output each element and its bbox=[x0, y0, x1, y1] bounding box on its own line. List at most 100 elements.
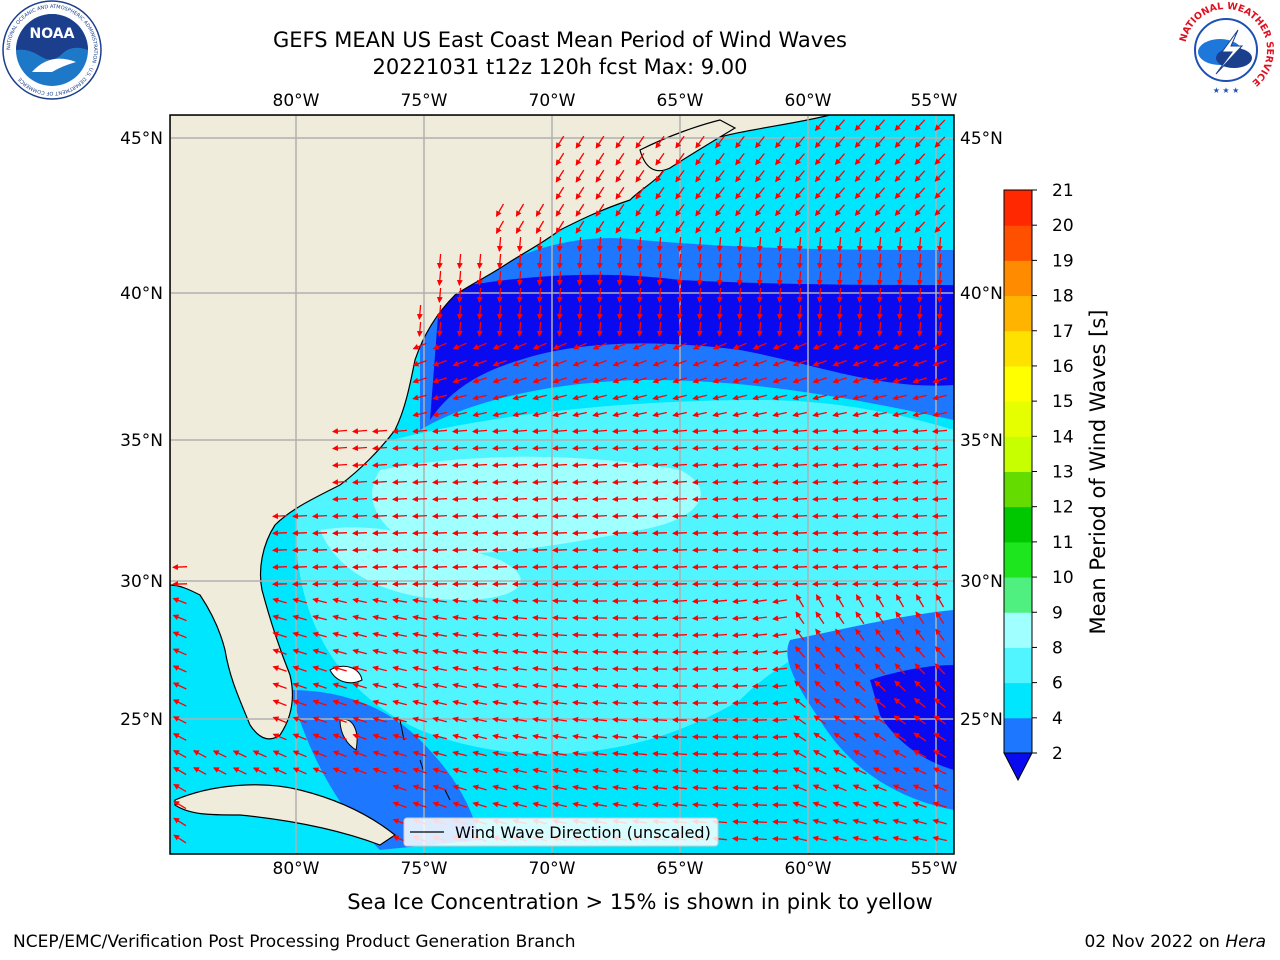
wave-direction-arrow bbox=[856, 270, 863, 286]
wave-direction-arrow bbox=[655, 186, 665, 200]
wave-direction-arrow bbox=[834, 680, 846, 692]
wave-direction-arrow bbox=[913, 732, 927, 742]
wave-direction-arrow bbox=[552, 750, 568, 757]
wave-direction-arrow bbox=[893, 732, 907, 742]
wave-direction-arrow bbox=[472, 547, 488, 554]
wave-direction-arrow bbox=[432, 547, 448, 554]
wave-direction-arrow bbox=[915, 611, 925, 625]
wave-direction-arrow bbox=[894, 187, 906, 199]
wave-direction-arrow bbox=[712, 801, 728, 808]
wave-direction-arrow bbox=[916, 253, 923, 269]
wave-direction-arrow bbox=[452, 513, 468, 520]
wave-direction-arrow bbox=[833, 697, 846, 708]
wave-direction-arrow bbox=[652, 716, 668, 723]
wave-direction-arrow bbox=[696, 253, 703, 269]
wave-direction-arrow bbox=[412, 784, 427, 791]
wave-direction-arrow bbox=[852, 428, 868, 435]
wave-direction-arrow bbox=[615, 152, 625, 166]
wave-direction-arrow bbox=[715, 170, 725, 183]
wave-direction-arrow bbox=[652, 342, 667, 350]
wave-direction-arrow bbox=[872, 801, 887, 808]
wave-direction-arrow bbox=[592, 462, 608, 469]
wave-direction-arrow bbox=[332, 682, 347, 689]
wave-direction-arrow bbox=[596, 253, 603, 269]
wave-direction-arrow bbox=[432, 614, 448, 621]
wave-direction-arrow bbox=[172, 665, 187, 673]
wave-direction-arrow bbox=[572, 342, 587, 350]
lat-label-left: 25°N bbox=[120, 710, 163, 730]
wave-direction-arrow bbox=[756, 253, 763, 269]
wave-direction-arrow bbox=[932, 784, 947, 792]
wave-direction-arrow bbox=[875, 594, 885, 608]
wave-direction-arrow bbox=[692, 615, 708, 622]
wave-direction-arrow bbox=[172, 631, 187, 639]
wave-direction-arrow bbox=[832, 394, 847, 401]
wave-direction-arrow bbox=[472, 682, 488, 689]
wave-direction-arrow bbox=[832, 818, 847, 825]
wave-direction-arrow bbox=[796, 253, 803, 269]
wave-direction-arrow bbox=[912, 513, 928, 520]
wave-direction-arrow bbox=[852, 394, 867, 401]
wave-direction-arrow bbox=[612, 733, 628, 740]
wave-direction-arrow bbox=[412, 564, 428, 571]
map-frame bbox=[169, 114, 955, 855]
wave-direction-arrow bbox=[552, 377, 567, 384]
wave-direction-arrow bbox=[616, 270, 623, 286]
wave-direction-arrow bbox=[772, 683, 788, 690]
wave-direction-arrow bbox=[572, 428, 588, 435]
wave-direction-arrow bbox=[812, 547, 828, 554]
wave-direction-arrow bbox=[572, 665, 588, 672]
wave-direction-arrow bbox=[736, 321, 743, 337]
wave-direction-arrow bbox=[572, 750, 588, 757]
wave-direction-arrow bbox=[816, 236, 823, 252]
wave-direction-arrow bbox=[496, 321, 503, 337]
wave-direction-arrow bbox=[675, 220, 685, 234]
wave-direction-arrow bbox=[712, 767, 728, 774]
colorbar-tick-label: 2 bbox=[1052, 744, 1063, 764]
wave-direction-arrow bbox=[572, 648, 588, 655]
wave-direction-arrow bbox=[892, 547, 908, 554]
wave-direction-arrow bbox=[874, 187, 886, 200]
wave-direction-arrow bbox=[732, 479, 748, 486]
wave-direction-arrow bbox=[892, 479, 908, 486]
wave-direction-arrow bbox=[692, 632, 708, 639]
wave-direction-arrow bbox=[372, 614, 387, 621]
wave-direction-arrow bbox=[552, 394, 567, 401]
wave-direction-arrow bbox=[592, 682, 608, 689]
wave-direction-arrow bbox=[815, 628, 825, 641]
wave-direction-arrow bbox=[772, 598, 788, 605]
wave-direction-arrow bbox=[432, 411, 447, 418]
wave-direction-arrow bbox=[352, 564, 368, 571]
wave-direction-arrow bbox=[932, 479, 948, 486]
wave-direction-arrow bbox=[692, 479, 708, 486]
colorbar-segment bbox=[1004, 612, 1032, 648]
wave-direction-arrow bbox=[352, 682, 367, 689]
wave-direction-arrow bbox=[452, 614, 467, 621]
wave-direction-arrow bbox=[854, 119, 866, 132]
wave-direction-arrow bbox=[934, 153, 946, 165]
wave-direction-arrow bbox=[732, 411, 747, 418]
wave-direction-arrow bbox=[715, 136, 725, 149]
wave-direction-arrow bbox=[772, 564, 788, 571]
wave-direction-arrow bbox=[752, 564, 768, 571]
wave-direction-arrow bbox=[932, 767, 947, 775]
wave-direction-arrow bbox=[772, 479, 788, 486]
wave-direction-arrow bbox=[775, 136, 785, 149]
wave-direction-arrow bbox=[432, 359, 447, 367]
wave-direction-arrow bbox=[676, 321, 683, 337]
wave-direction-arrow bbox=[632, 716, 648, 723]
wave-direction-arrow bbox=[652, 513, 668, 520]
wave-direction-arrow bbox=[492, 564, 508, 571]
wave-direction-arrow bbox=[632, 342, 647, 350]
wave-direction-arrow bbox=[452, 445, 468, 452]
wave-direction-arrow bbox=[332, 716, 347, 723]
wave-direction-arrow bbox=[812, 462, 828, 469]
wave-direction-arrow bbox=[552, 547, 568, 554]
wave-direction-arrow bbox=[852, 359, 867, 367]
wave-direction-arrow bbox=[615, 203, 625, 217]
wave-direction-arrow bbox=[432, 665, 448, 672]
colorbar-segment bbox=[1004, 260, 1032, 297]
wave-direction-arrow bbox=[873, 715, 887, 725]
wave-direction-arrow bbox=[412, 665, 427, 672]
wave-direction-arrow bbox=[612, 394, 627, 401]
